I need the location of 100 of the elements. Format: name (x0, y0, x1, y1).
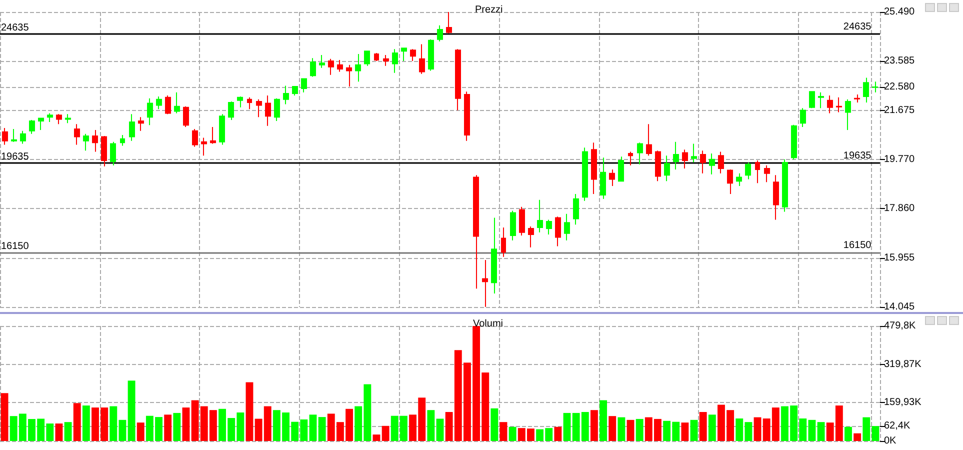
y-tick-label: 479,8K (884, 320, 916, 332)
candlestick (237, 96, 243, 108)
candlestick (192, 128, 198, 148)
bar (182, 407, 190, 441)
candlestick (401, 48, 407, 62)
bar (73, 403, 81, 441)
y-tick-label: 21.675 (884, 104, 916, 116)
bar (128, 380, 136, 441)
candlestick (110, 141, 116, 166)
bar (64, 422, 72, 441)
candlestick (872, 81, 878, 93)
bar (309, 414, 317, 441)
bar (618, 417, 626, 441)
y-tick-label: 17.860 (884, 203, 916, 214)
candlestick (74, 124, 80, 146)
y-tick-label: 159,93K (884, 397, 922, 408)
candlestick (609, 168, 615, 186)
candlestick (129, 114, 135, 142)
bar (0, 393, 8, 441)
candlestick (101, 135, 107, 167)
bar (600, 400, 608, 441)
chart-title: Prezzi (475, 4, 503, 16)
candlestick (582, 147, 588, 202)
candlestick (65, 114, 71, 124)
text: 24635 (843, 22, 872, 33)
bar (118, 420, 126, 441)
candlestick (29, 120, 35, 134)
bar (817, 422, 825, 441)
y-tick-label: 22.580 (884, 82, 916, 93)
candlestick (718, 151, 724, 174)
ref-line-label: 24635 (1, 22, 30, 34)
candlestick (564, 213, 570, 241)
candlestick (809, 91, 815, 109)
candlestick (374, 52, 379, 62)
bar (626, 420, 634, 441)
candlestick (700, 150, 706, 174)
candlestick (827, 95, 833, 114)
candlestick (437, 24, 443, 42)
candlestick (183, 106, 189, 128)
candlestick (274, 98, 280, 122)
candlestick (56, 114, 62, 125)
bar (372, 434, 380, 441)
candlestick (283, 85, 289, 105)
bar (173, 412, 181, 441)
candlestick (319, 54, 325, 68)
candlestick (745, 162, 751, 180)
candlestick (682, 149, 688, 169)
candlestick (392, 48, 398, 74)
candlestick (464, 91, 470, 142)
bar (708, 414, 716, 441)
candlestick (247, 96, 252, 110)
ref-line-label: 16150 (1, 241, 30, 252)
y-tick-label: 319,87K (884, 358, 922, 370)
bar (681, 422, 689, 441)
candlestick (364, 50, 370, 66)
candlestick (38, 118, 44, 131)
candlestick (591, 142, 597, 194)
candlestick (546, 219, 552, 235)
text: 19635 (843, 150, 872, 162)
candlestick (201, 137, 207, 156)
candlestick (782, 158, 788, 212)
candlestick (419, 44, 425, 74)
candlestick (845, 98, 851, 131)
candlestick (491, 217, 497, 294)
bar (636, 418, 644, 441)
candlestick (265, 95, 271, 126)
y-tick-label: 19.770 (884, 154, 916, 165)
candlestick (755, 160, 760, 184)
candlestick (473, 174, 479, 290)
candlestick (383, 54, 389, 66)
candlestick (446, 12, 452, 34)
bar (554, 426, 562, 441)
candlestick (537, 199, 543, 233)
bar (844, 426, 852, 441)
bar (699, 412, 707, 441)
candlestick (655, 150, 661, 182)
candlestick (219, 114, 225, 146)
candlestick (519, 206, 525, 236)
candlestick (337, 59, 343, 72)
candlestick (510, 210, 516, 241)
candlestick (120, 134, 125, 146)
candlestick (673, 141, 679, 170)
candlestick (455, 48, 461, 111)
candlestick (727, 168, 733, 194)
candlestick (410, 48, 416, 62)
y-tick-label: 25.490 (884, 6, 916, 18)
candlestick (764, 164, 770, 183)
candlestick (147, 98, 153, 126)
bar (690, 420, 698, 441)
y-tick-label: 62,4K (884, 420, 910, 432)
candlestick (482, 259, 488, 308)
candlestick (165, 95, 171, 115)
candlestick (637, 142, 643, 165)
candlestick (428, 38, 434, 72)
bar (427, 410, 435, 441)
bar (500, 422, 508, 441)
candlestick (600, 157, 606, 200)
candlestick (818, 92, 824, 109)
candlestick (501, 226, 506, 258)
candlestick (47, 112, 53, 123)
